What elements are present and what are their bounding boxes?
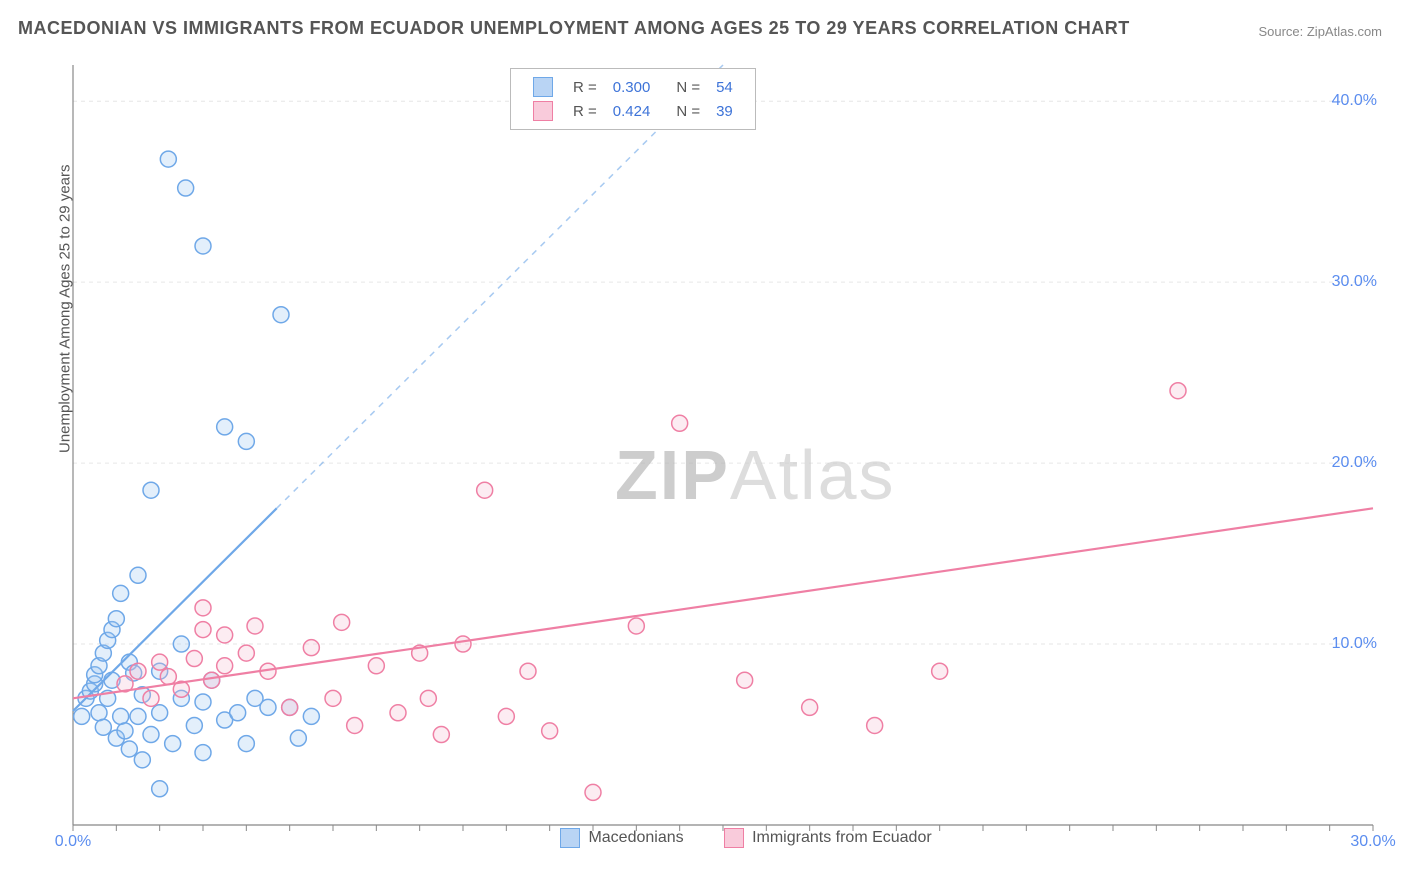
scatter-plot-svg (55, 55, 1385, 855)
y-tick-label: 40.0% (1332, 92, 1377, 110)
source-attribution: Source: ZipAtlas.com (1258, 24, 1382, 39)
x-tick-label: 0.0% (55, 833, 91, 851)
correlation-legend: R =0.300N =54R =0.424N =39 (510, 68, 756, 130)
legend-item: Macedonians (560, 828, 684, 848)
series-legend: Macedonians Immigrants from Ecuador (560, 828, 972, 848)
y-tick-label: 10.0% (1332, 635, 1377, 653)
legend-item: Immigrants from Ecuador (724, 828, 932, 848)
legend-row: R =0.424N =39 (525, 99, 741, 123)
chart-title: MACEDONIAN VS IMMIGRANTS FROM ECUADOR UN… (18, 18, 1130, 39)
legend-row: R =0.300N =54 (525, 75, 741, 99)
x-tick-label: 30.0% (1350, 833, 1395, 851)
y-tick-label: 20.0% (1332, 454, 1377, 472)
chart-container: Unemployment Among Ages 25 to 29 years Z… (55, 55, 1385, 850)
y-tick-label: 30.0% (1332, 273, 1377, 291)
